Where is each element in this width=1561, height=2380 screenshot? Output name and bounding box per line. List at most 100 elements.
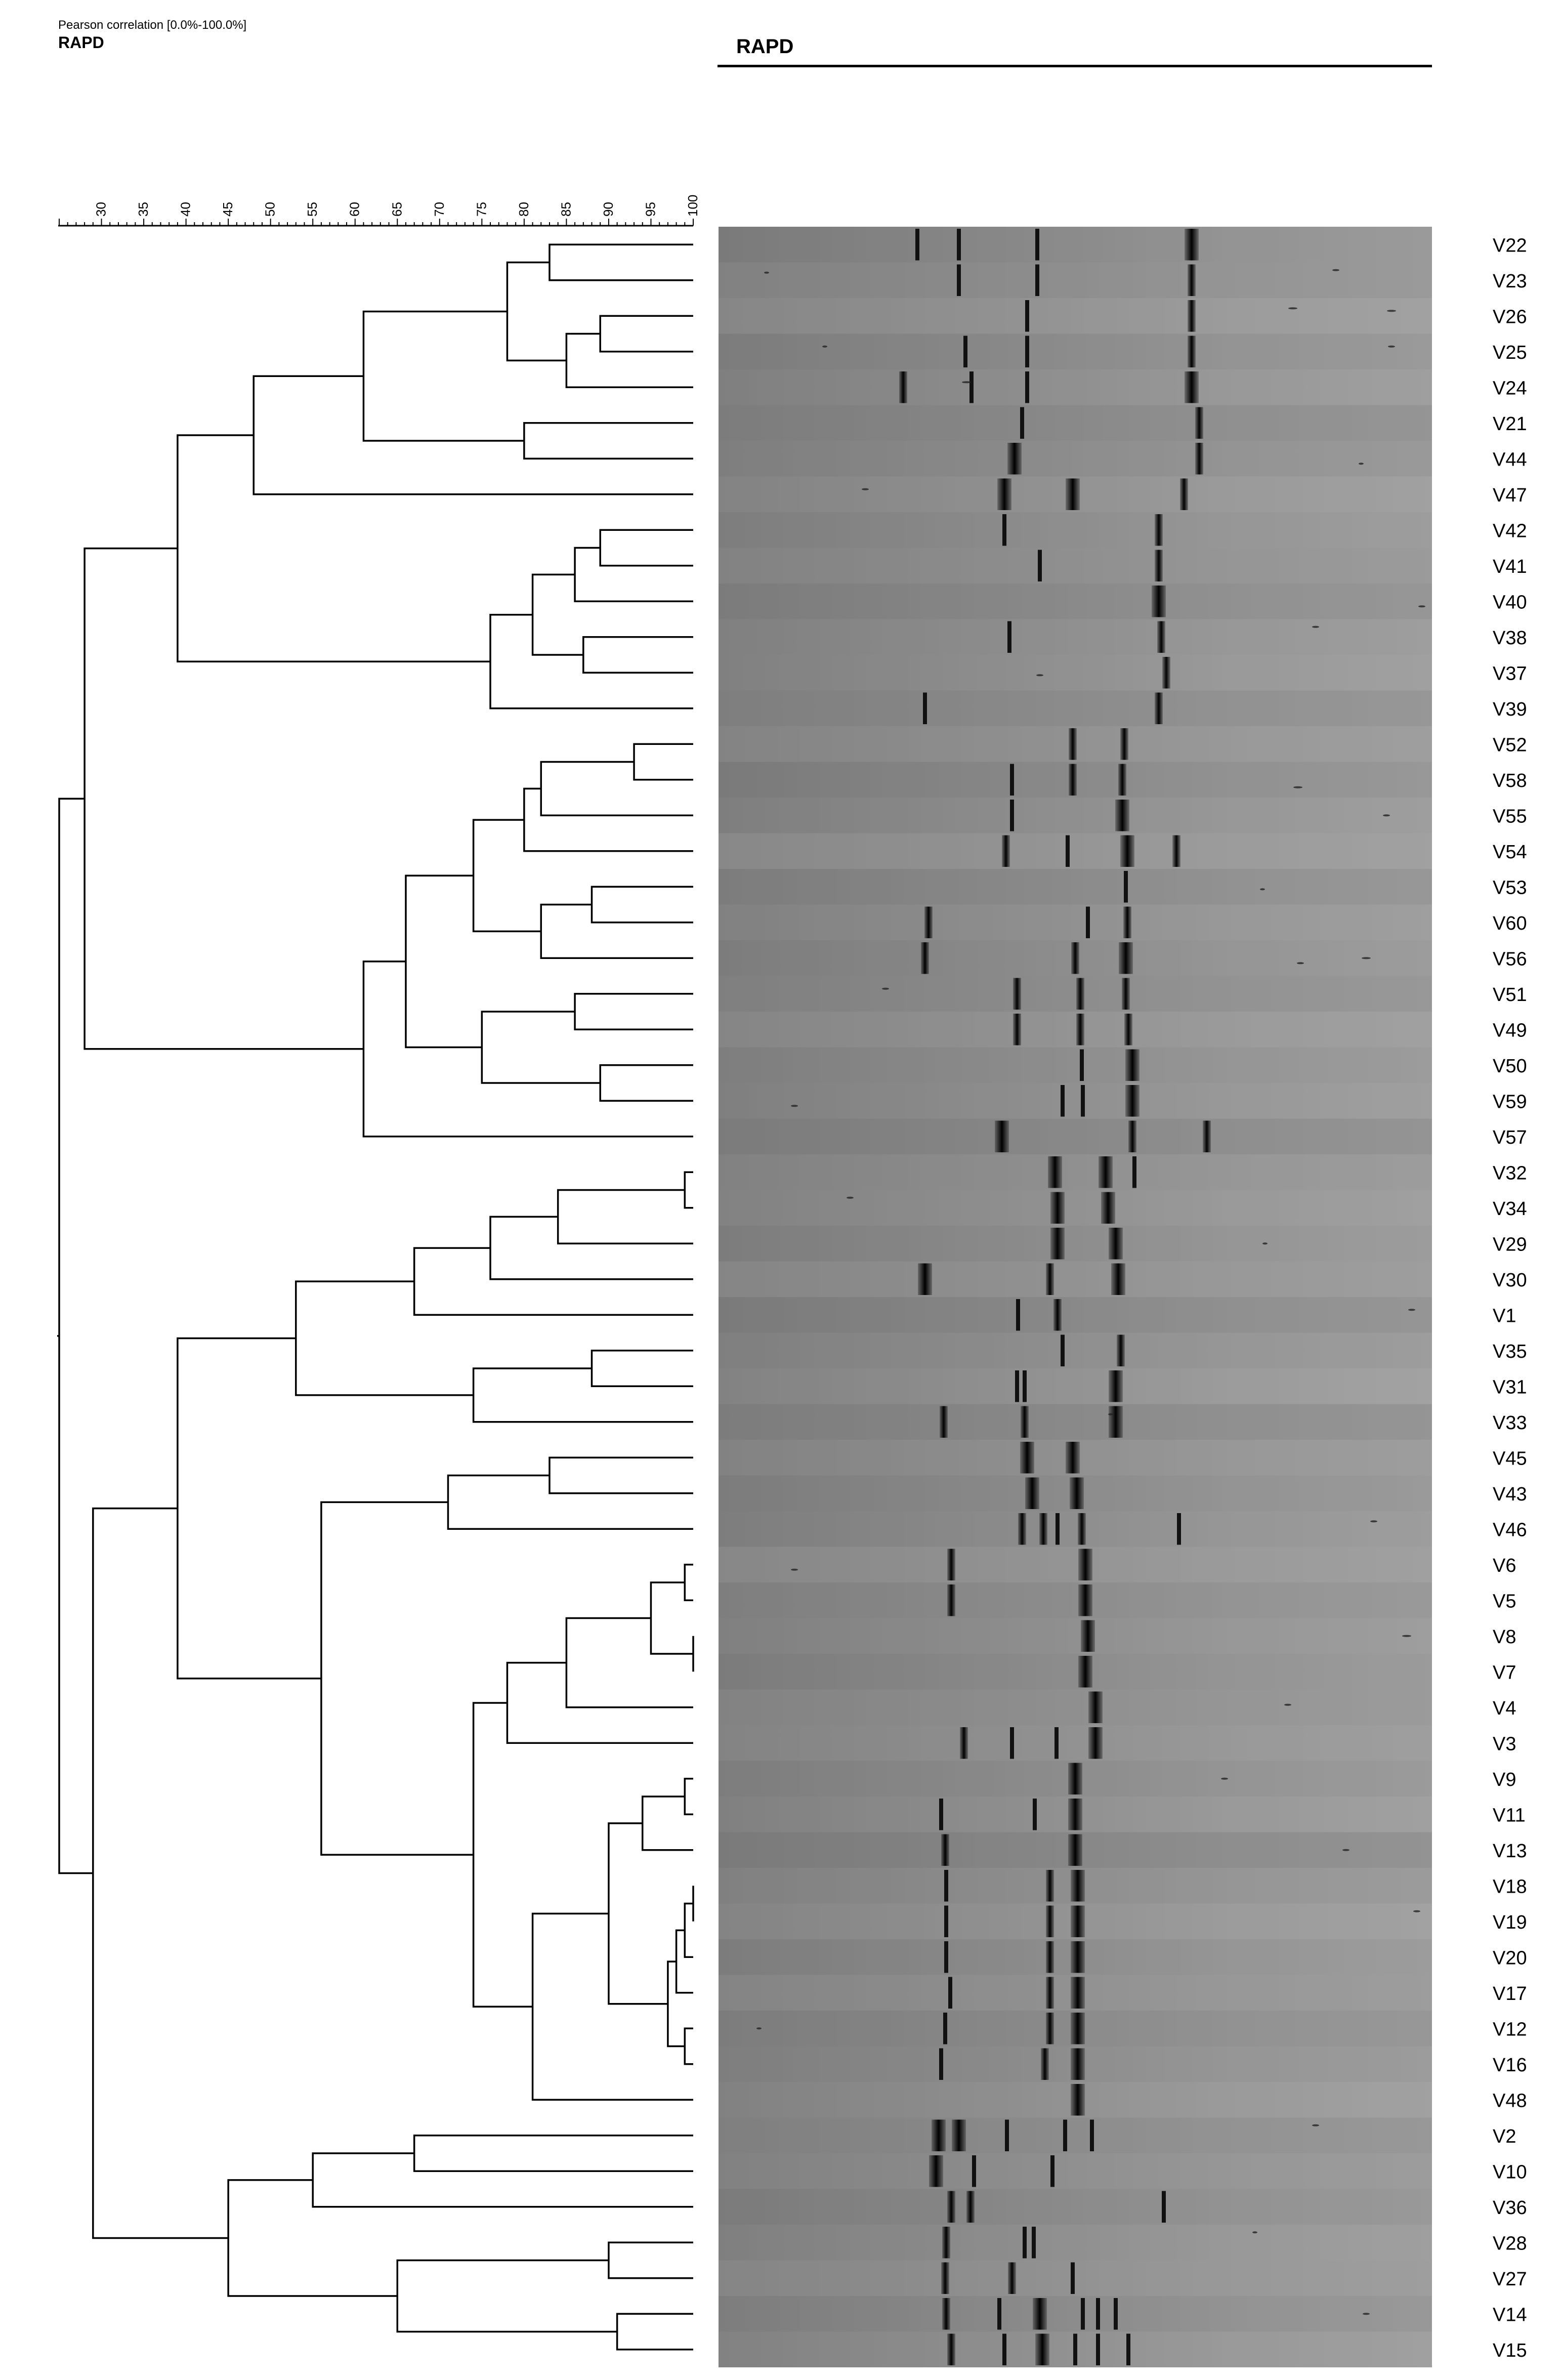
gel-band — [923, 692, 927, 724]
similarity-scale: 30 35 40 45 50 55 60 65 70 75 80 85 90 95 100 — [58, 195, 700, 227]
gel-band — [1180, 478, 1188, 510]
gel-speck — [1293, 786, 1302, 788]
gel-band — [1071, 1870, 1085, 1902]
gel-band — [1010, 764, 1014, 796]
gel-band — [1010, 1727, 1014, 1759]
gel-lane-strip — [719, 2117, 1432, 2153]
gel-band — [1025, 300, 1029, 332]
gel-band — [1046, 1977, 1054, 2009]
gel-band — [1118, 764, 1126, 796]
gel-band — [1071, 942, 1079, 974]
dendrogram-branch — [531, 1912, 693, 2101]
lane-label: V57 — [1493, 1127, 1527, 1148]
dendrogram-branch — [549, 243, 693, 281]
scale-tick-label: 30 — [94, 202, 109, 217]
lane-label: V47 — [1493, 485, 1527, 506]
gel-speck — [1342, 1849, 1349, 1851]
gel-band — [1013, 1014, 1021, 1046]
gel-band — [1128, 1120, 1136, 1152]
gel-band — [952, 2119, 966, 2151]
gel-band — [1124, 871, 1128, 903]
gel-lane-strip — [719, 833, 1432, 869]
gel-band — [1066, 1442, 1080, 1474]
lane-label: V40 — [1493, 592, 1527, 613]
dendrogram-branch — [320, 1501, 474, 1856]
gel-band — [1152, 586, 1166, 617]
gel-lane-strip — [719, 1547, 1432, 1582]
gel-speck — [1402, 1635, 1411, 1637]
gel-speck — [791, 1105, 798, 1107]
gel-band — [1078, 1656, 1092, 1688]
gel-band — [1114, 2298, 1118, 2330]
gel-band — [924, 906, 933, 938]
gel-band — [1081, 1620, 1095, 1652]
gel-band — [1025, 336, 1029, 367]
lane-label: V32 — [1493, 1162, 1527, 1184]
gel-band — [966, 2191, 975, 2223]
dendrogram-branch — [523, 787, 693, 852]
dendrogram-branch — [549, 1456, 693, 1494]
gel-band — [997, 478, 1011, 510]
dendrogram-branch — [362, 310, 524, 442]
lane-label: V49 — [1493, 1020, 1527, 1041]
dendrogram-branch — [590, 886, 693, 924]
gel-band — [1041, 2048, 1049, 2080]
lane-label: V56 — [1493, 948, 1527, 970]
dendrogram-branch — [574, 993, 693, 1030]
gel-band — [1035, 2333, 1049, 2365]
gel-speck — [1359, 463, 1364, 465]
gel-band — [1025, 1477, 1039, 1509]
gel-band — [1109, 1406, 1123, 1438]
gel-band — [1007, 621, 1011, 653]
gel-speck — [862, 488, 869, 490]
lane-label: V12 — [1493, 2019, 1527, 2040]
gel-band — [1188, 300, 1196, 332]
gel-lane-strip — [719, 1332, 1432, 1368]
gel-speck — [756, 2027, 762, 2030]
gel-band — [1157, 621, 1165, 653]
dendrogram-branch — [506, 261, 567, 362]
lane-labels: V22 V23 V26 V25 V24 V21 V44 V47 V42 V41 V40 V38 V37 V… — [1493, 235, 1527, 2361]
lane-label: V50 — [1493, 1056, 1527, 1077]
gel-speck — [1388, 345, 1395, 348]
lane-label: V52 — [1493, 734, 1527, 756]
dendrogram-branch — [472, 819, 541, 933]
dendrogram-branch — [177, 434, 491, 662]
dendrogram-branch — [608, 2241, 693, 2279]
gel-lane-strip — [719, 619, 1432, 655]
lane-label: V37 — [1493, 663, 1527, 684]
gel-band — [1076, 978, 1084, 1010]
gel-speck — [1252, 2231, 1257, 2234]
dendrogram-branch — [489, 1216, 693, 1280]
gel-band — [899, 371, 907, 403]
gel-band — [1162, 657, 1170, 689]
gel-speck — [1036, 674, 1043, 677]
gel-lane-strip — [719, 904, 1432, 940]
lane-label: V18 — [1493, 1876, 1527, 1897]
lane-label: V51 — [1493, 984, 1527, 1006]
lane-label: V29 — [1493, 1234, 1527, 1255]
scale-tick-label: 40 — [178, 202, 193, 217]
gel-band — [948, 1977, 952, 2009]
dendrogram-branch — [523, 422, 693, 460]
gel-lane-strip — [719, 655, 1432, 691]
experiment-label: RAPD — [58, 33, 104, 52]
gel-band — [1050, 1228, 1065, 1260]
gel-band — [1048, 1156, 1062, 1188]
gel-lane-strip — [719, 798, 1432, 833]
lane-label: V59 — [1493, 1091, 1527, 1112]
lane-label: V1 — [1493, 1305, 1516, 1326]
lane-label: V5 — [1493, 1591, 1516, 1612]
gel-band — [1038, 550, 1042, 581]
gel-speck — [822, 345, 827, 348]
lane-label: V23 — [1493, 271, 1527, 292]
lane-label: V33 — [1493, 1412, 1527, 1434]
gel-band — [1185, 371, 1199, 403]
gel-band — [1099, 1156, 1113, 1188]
gel-band — [1023, 1370, 1027, 1402]
gel-band — [1071, 1905, 1085, 1937]
dendrogram-branch — [83, 547, 364, 1050]
gel-band — [939, 1799, 943, 1830]
gel-band — [1008, 2262, 1016, 2294]
